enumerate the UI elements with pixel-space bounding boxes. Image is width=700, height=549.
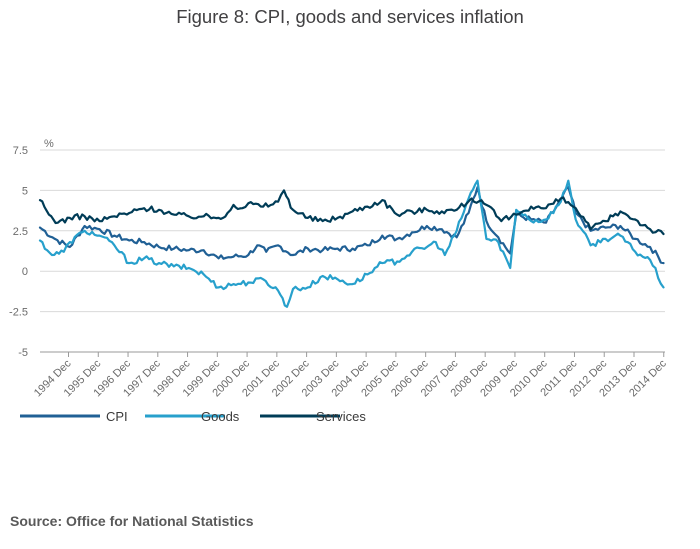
legend-label: CPI [106,409,128,424]
y-tick-label: -2.5 [9,307,28,319]
legend: CPI Goods Services [20,409,366,424]
series-line-goods [38,179,665,308]
chart-title: Figure 8: CPI, goods and services inflat… [176,6,524,27]
y-tick-label: -5 [18,347,28,359]
y-axis-unit-label: % [44,138,54,150]
y-tick-label: 7.5 [13,145,28,157]
y-tick-label: 5 [22,185,28,197]
grid-layer [40,149,665,353]
source-note: Source: Office for National Statistics [10,513,254,529]
series-layer [38,179,665,308]
legend-label: Goods [201,409,240,424]
y-tick-label: 0 [22,266,28,278]
legend-label: Services [316,409,366,424]
series-line-services [38,189,665,236]
y-tick-label: 2.5 [13,226,28,238]
series-line-cpi [38,186,665,265]
y-tick-labels: 7.5 5 2.5 0 -2.5 -5 [9,145,28,359]
